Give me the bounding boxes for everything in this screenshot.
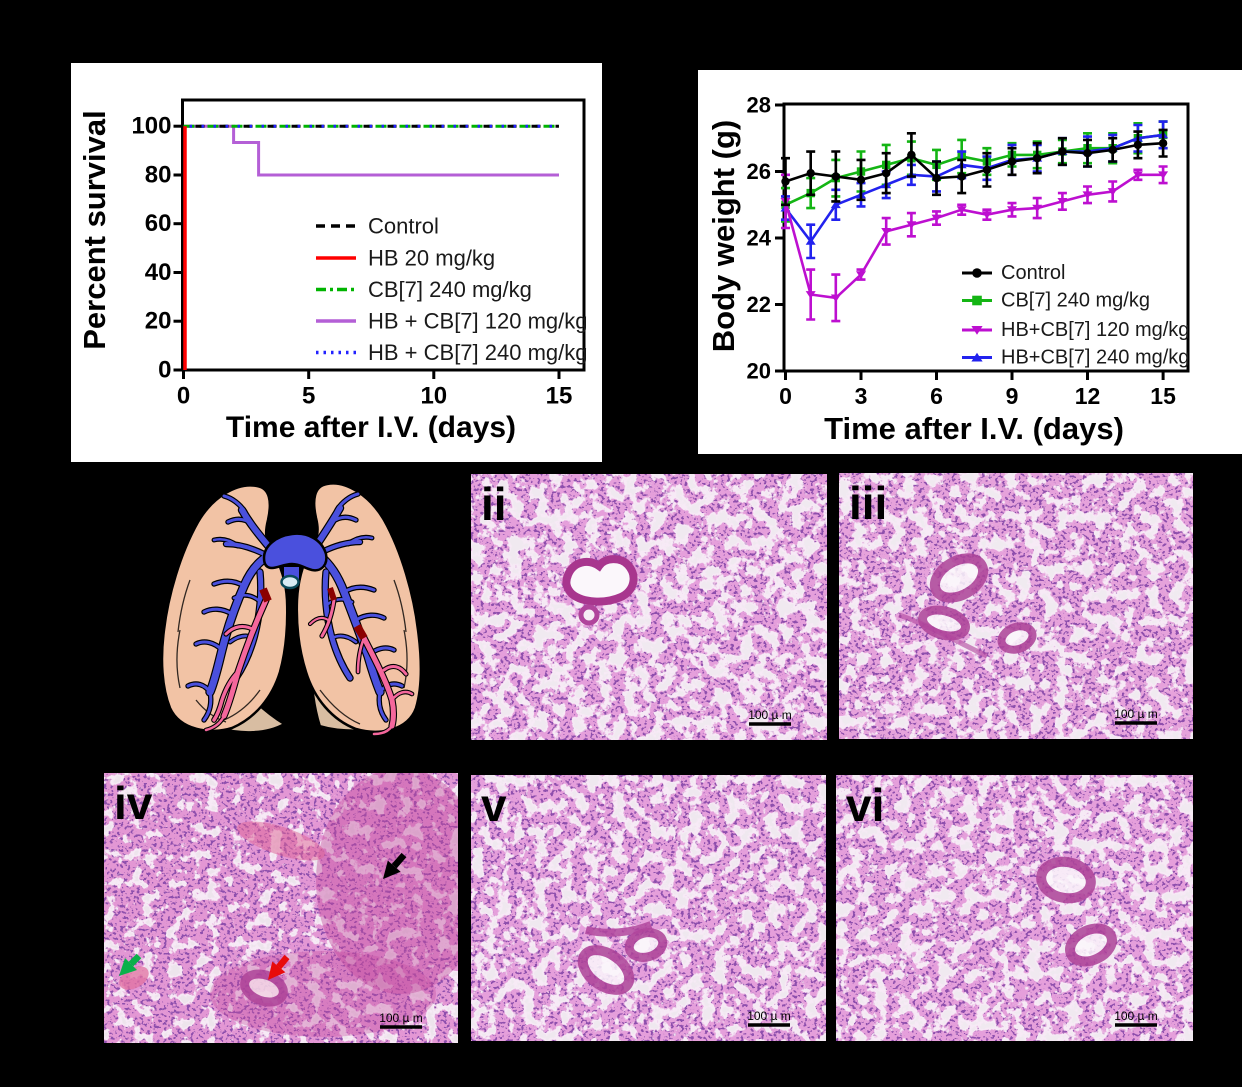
svg-text:Control: Control [1001, 262, 1065, 284]
svg-text:12: 12 [1075, 383, 1101, 409]
svg-text:5: 5 [302, 383, 315, 410]
svg-text:3: 3 [855, 383, 868, 409]
svg-text:60: 60 [145, 210, 172, 237]
svg-text:28: 28 [747, 93, 771, 118]
svg-text:15: 15 [546, 383, 573, 410]
svg-text:HB + CB[7] 240 mg/kg: HB + CB[7] 240 mg/kg [368, 340, 588, 365]
svg-text:6: 6 [930, 383, 943, 409]
svg-text:22: 22 [747, 292, 771, 317]
svg-text:0: 0 [779, 383, 792, 409]
svg-text:40: 40 [145, 259, 172, 286]
svg-text:100 µ m: 100 µ m [747, 1009, 791, 1023]
svg-text:24: 24 [747, 226, 772, 251]
svg-text:Time after I.V. (days): Time after I.V. (days) [226, 411, 516, 444]
svg-text:100: 100 [131, 113, 171, 140]
svg-text:iii: iii [849, 477, 887, 529]
svg-text:80: 80 [145, 162, 172, 189]
svg-text:9: 9 [1006, 383, 1019, 409]
svg-text:vi: vi [846, 779, 884, 831]
svg-text:100 µ m: 100 µ m [1114, 1009, 1158, 1023]
svg-text:HB 20 mg/kg: HB 20 mg/kg [368, 246, 495, 271]
svg-text:26: 26 [747, 159, 771, 184]
svg-text:Percent survival: Percent survival [77, 110, 112, 350]
svg-text:v: v [481, 779, 507, 831]
svg-text:CB[7] 240 mg/kg: CB[7] 240 mg/kg [1001, 290, 1150, 312]
svg-text:100 µ m: 100 µ m [748, 708, 792, 722]
svg-text:HB+CB[7] 240 mg/kg: HB+CB[7] 240 mg/kg [1001, 347, 1189, 369]
svg-text:20: 20 [145, 308, 172, 335]
svg-text:100 µ m: 100 µ m [1114, 707, 1158, 721]
svg-text:CB[7] 240 mg/kg: CB[7] 240 mg/kg [368, 277, 532, 302]
svg-text:0: 0 [177, 383, 190, 410]
svg-text:10: 10 [420, 383, 447, 410]
svg-text:Time after I.V. (days): Time after I.V. (days) [824, 411, 1124, 446]
svg-text:HB+CB[7] 120 mg/kg: HB+CB[7] 120 mg/kg [1001, 319, 1189, 341]
svg-text:15: 15 [1150, 383, 1176, 409]
svg-text:Body weight (g): Body weight (g) [706, 120, 741, 352]
svg-text:Control: Control [368, 214, 439, 239]
svg-text:ii: ii [481, 478, 507, 530]
svg-text:0: 0 [158, 357, 171, 384]
svg-text:100 µ m: 100 µ m [379, 1011, 423, 1025]
svg-text:iv: iv [114, 777, 153, 829]
svg-text:HB + CB[7] 120 mg/kg: HB + CB[7] 120 mg/kg [368, 309, 588, 334]
svg-text:20: 20 [747, 359, 771, 384]
